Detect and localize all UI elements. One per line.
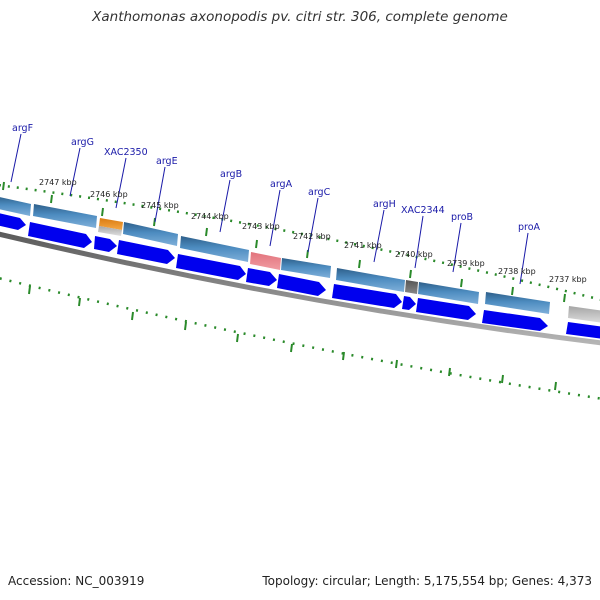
- genome-backbone: [0, 231, 600, 346]
- gene-label-argB[interactable]: argB: [220, 169, 242, 180]
- kbp-label: 2738 kbp: [498, 267, 536, 276]
- feature-argF[interactable]: [0, 196, 31, 216]
- cds-arrow-track: [0, 212, 600, 340]
- kbp-label: 2743 kbp: [242, 222, 280, 231]
- feature-proA[interactable]: [485, 292, 550, 314]
- map-title: Xanthomonas axonopodis pv. citri str. 30…: [92, 9, 508, 25]
- feature-argB[interactable]: [180, 236, 249, 262]
- feature-argH[interactable]: [336, 268, 405, 292]
- cds-arrow-argE[interactable]: [117, 240, 175, 264]
- gene-label-argH[interactable]: argH: [373, 199, 396, 210]
- cds-arrow-argF[interactable]: [0, 212, 26, 230]
- gene-label-XAC2350[interactable]: XAC2350: [104, 147, 148, 158]
- gene-label-argC[interactable]: argC: [308, 187, 331, 198]
- feature-proB[interactable]: [418, 282, 479, 304]
- cds-arrow-XAC2344[interactable]: [402, 296, 416, 310]
- cds-arrow-XAC2350[interactable]: [94, 236, 117, 252]
- gene-label-argE[interactable]: argE: [156, 156, 178, 167]
- gene-label-XAC2344[interactable]: XAC2344: [401, 205, 445, 216]
- cds-arrow-argC[interactable]: [277, 274, 326, 296]
- kbp-label: 2747 kbp: [39, 178, 77, 187]
- feature-argC[interactable]: [281, 258, 331, 278]
- kbp-label: 2742 kbp: [293, 232, 331, 241]
- inner-ruler: [0, 277, 600, 400]
- gene-callout-lines: [10, 133, 529, 285]
- gene-feature-track: [0, 196, 600, 324]
- outer-ruler: [0, 181, 600, 303]
- cds-arrow-argG[interactable]: [28, 222, 92, 248]
- feature-next-gray[interactable]: [568, 306, 600, 324]
- feature-argA[interactable]: [250, 252, 281, 270]
- feature-argG[interactable]: [33, 204, 97, 228]
- kbp-label: 2745 kbp: [141, 201, 179, 210]
- feature-XAC2350[interactable]: [99, 218, 123, 230]
- feature-XAC2344[interactable]: [405, 280, 418, 294]
- kbp-label: 2740 kbp: [395, 250, 433, 259]
- gene-label-proA[interactable]: proA: [518, 222, 541, 233]
- kbp-labels: 2747 kbp 2746 kbp 2745 kbp 2744 kbp 2743…: [39, 178, 587, 284]
- gene-labels: argF argG XAC2350 argE argB argA argC ar…: [12, 123, 541, 233]
- accession-label: Accession: NC_003919: [8, 574, 145, 588]
- kbp-label: 2739 kbp: [447, 259, 485, 268]
- kbp-label: 2746 kbp: [90, 190, 128, 199]
- cds-arrow-argA[interactable]: [246, 268, 277, 286]
- feature-XAC2350-gap: [98, 226, 122, 236]
- gene-label-argA[interactable]: argA: [270, 179, 293, 190]
- genome-summary: Topology: circular; Length: 5,175,554 bp…: [262, 574, 592, 588]
- cds-arrow-next[interactable]: [566, 322, 600, 340]
- kbp-label: 2737 kbp: [549, 275, 587, 284]
- kbp-label: 2744 kbp: [191, 212, 229, 221]
- feature-argE[interactable]: [123, 222, 178, 246]
- gene-label-argF[interactable]: argF: [12, 123, 33, 134]
- kbp-label: 2741 kbp: [344, 241, 382, 250]
- gene-label-proB[interactable]: proB: [451, 212, 473, 223]
- cds-arrow-proA[interactable]: [482, 310, 548, 331]
- cds-arrow-argH[interactable]: [332, 284, 402, 308]
- cds-arrow-argB[interactable]: [176, 254, 246, 280]
- cds-arrow-proB[interactable]: [416, 298, 476, 320]
- gene-label-argG[interactable]: argG: [71, 137, 94, 148]
